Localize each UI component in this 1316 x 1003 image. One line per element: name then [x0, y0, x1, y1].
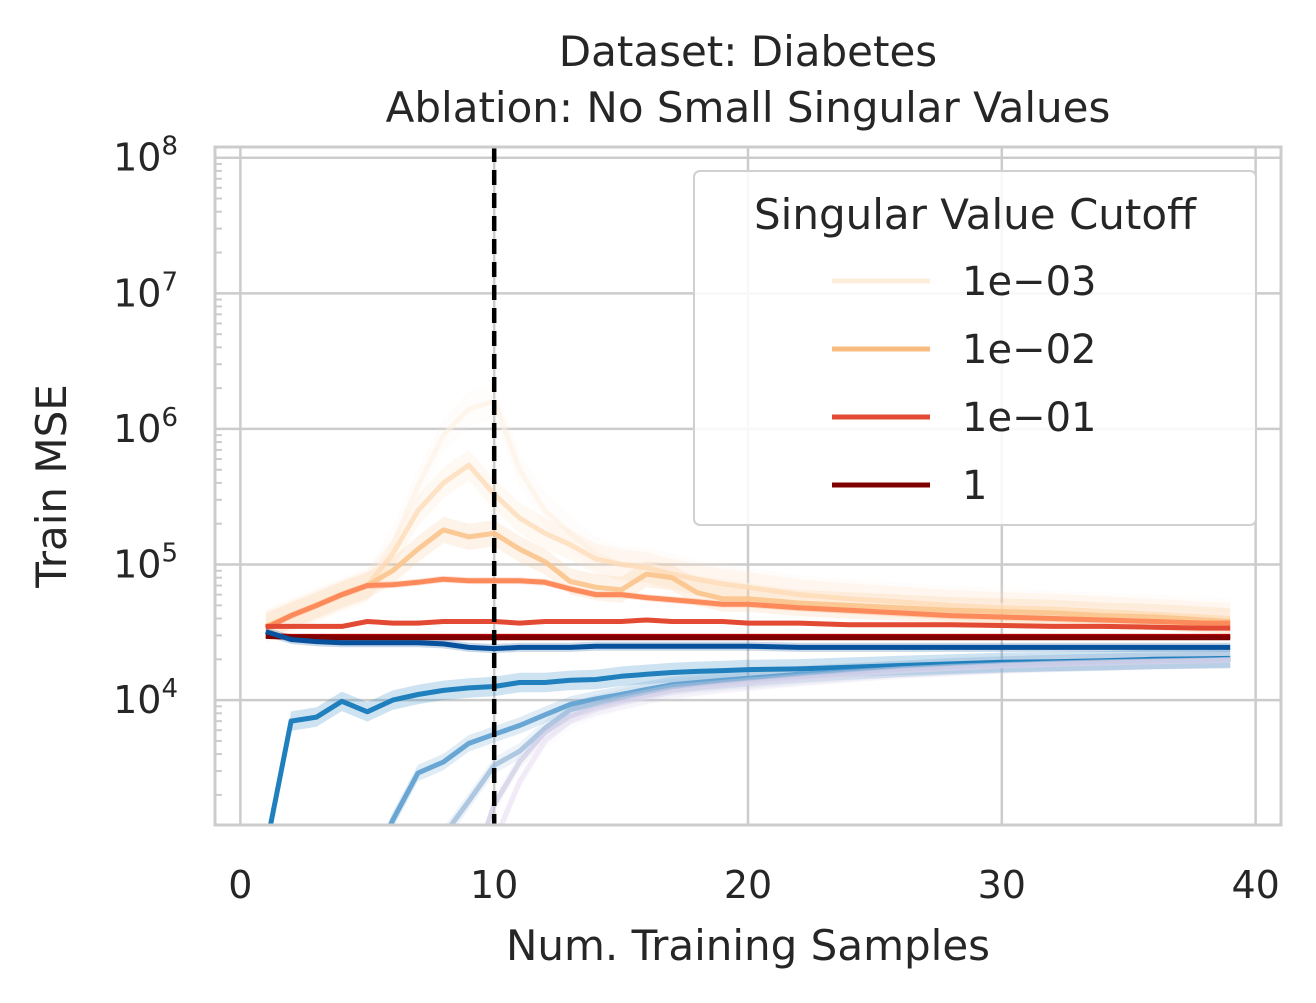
series-lines	[264, 398, 1231, 825]
legend-label: 1e−02	[962, 327, 1096, 373]
series-line	[264, 576, 1231, 631]
y-tick-label: 107	[113, 267, 178, 315]
y-tick-label: 105	[113, 539, 178, 587]
x-tick-label: 20	[724, 863, 772, 907]
series-band	[265, 383, 1231, 644]
x-tick-label: 10	[470, 863, 518, 907]
legend-box	[693, 170, 1257, 526]
series-band	[386, 651, 1231, 825]
legend-entries: 1e−03 1e−02 1e−01 1	[832, 259, 1096, 509]
series-band	[268, 648, 1231, 825]
chart-title: Dataset: Diabetes	[559, 27, 937, 76]
y-tick-label: 104	[113, 674, 178, 722]
x-tick-labels: 0 10 20 30 40	[228, 863, 1280, 907]
series-band	[484, 651, 1231, 825]
series-line	[264, 527, 1231, 629]
x-tick-label: 0	[228, 863, 252, 907]
y-axis-label: Train MSE	[27, 384, 76, 589]
series-line	[265, 617, 1231, 631]
x-tick-label: 40	[1231, 863, 1279, 907]
series-band	[497, 652, 1231, 825]
x-axis-label: Num. Training Samples	[506, 921, 990, 970]
y-tick-label: 108	[113, 132, 178, 180]
legend-title: Singular Value Cutoff	[754, 190, 1197, 239]
series-line	[498, 657, 1231, 825]
legend-label: 1e−03	[962, 259, 1096, 305]
y-tick-labels: 104 105 106 107 108	[113, 132, 178, 722]
series-band	[265, 449, 1231, 642]
chart-subtitle: Ablation: No Small Singular Values	[386, 83, 1111, 132]
legend: Singular Value Cutoff 1e−03 1e−02 1e−01 1	[693, 170, 1257, 526]
series-line	[265, 629, 1231, 652]
y-tick-label: 106	[113, 403, 178, 451]
series-line	[264, 462, 1231, 629]
x-tick-label: 30	[978, 863, 1026, 907]
series-line	[265, 633, 1231, 641]
legend-label: 1	[962, 463, 987, 509]
plot-frame	[213, 145, 1283, 827]
legend-label: 1e−01	[962, 395, 1096, 441]
